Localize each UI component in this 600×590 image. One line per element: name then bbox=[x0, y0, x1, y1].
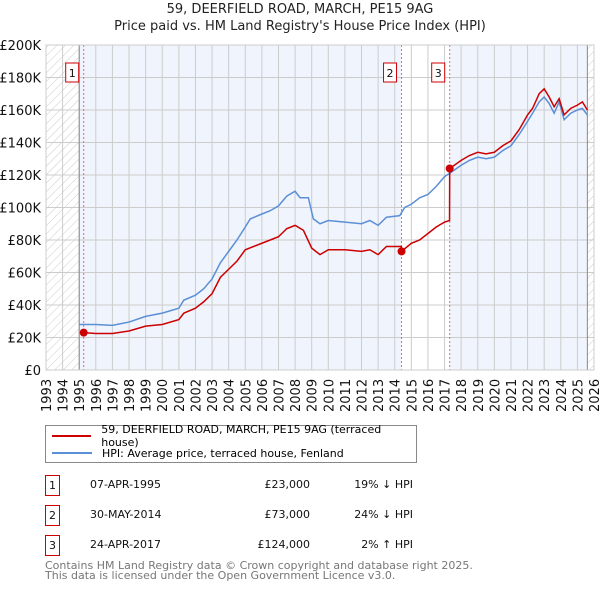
legend-label: 59, DEERFIELD ROAD, MARCH, PE15 9AG (ter… bbox=[101, 423, 382, 449]
date: 24-APR-2017 bbox=[90, 538, 162, 551]
price: £73,000 bbox=[264, 508, 311, 521]
y-tick-label: £40K bbox=[8, 299, 42, 314]
y-tick-label: £20K bbox=[8, 332, 42, 347]
y-tick-label: £160K bbox=[0, 104, 41, 119]
x-tick-label: 2005 bbox=[239, 379, 254, 412]
x-tick-label: 2023 bbox=[538, 379, 553, 412]
x-tick-label: 1995 bbox=[73, 379, 88, 412]
x-tick-label: 2003 bbox=[206, 379, 221, 412]
legend: 59, DEERFIELD ROAD, MARCH, PE15 9AG (ter… bbox=[45, 423, 417, 463]
legend-swatch bbox=[52, 452, 92, 454]
x-tick-label: 1998 bbox=[123, 379, 138, 412]
property-price-line bbox=[83, 87, 588, 335]
x-tick-label: 1993 bbox=[40, 379, 55, 412]
date: 07-APR-1995 bbox=[90, 478, 162, 491]
x-tick-label: 1994 bbox=[57, 379, 72, 412]
x-tick-label: 2017 bbox=[439, 379, 454, 412]
sale-label-box bbox=[431, 62, 446, 83]
x-tick-label: 2026 bbox=[588, 379, 600, 412]
sale-label: 2 bbox=[387, 67, 394, 80]
x-tick-label: 2022 bbox=[522, 379, 537, 412]
x-tick-label: 1997 bbox=[106, 379, 121, 412]
x-tick-label: 2018 bbox=[455, 379, 470, 412]
x-tick-label: 2006 bbox=[256, 379, 271, 412]
x-tick-label: 2010 bbox=[322, 379, 337, 412]
sale-label: 3 bbox=[435, 67, 442, 80]
marker-badge: 3 bbox=[45, 535, 60, 556]
marker-badge: 1 bbox=[45, 475, 60, 496]
price: £23,000 bbox=[264, 478, 311, 491]
y-tick-label: £60K bbox=[8, 267, 42, 282]
y-tick-label: £0 bbox=[24, 364, 41, 379]
x-tick-label: 2025 bbox=[571, 379, 586, 412]
sale-label-box bbox=[65, 62, 80, 83]
x-tick-label: 2007 bbox=[272, 379, 287, 412]
x-tick-label: 2013 bbox=[372, 379, 387, 412]
x-tick-label: 2000 bbox=[156, 379, 171, 412]
legend-item-hpi: HPI: Average price, terraced house, Fenl… bbox=[52, 445, 344, 461]
y-tick-label: £120K bbox=[0, 169, 41, 184]
legend-label: HPI: Average price, terraced house, Fenl… bbox=[102, 446, 344, 460]
transaction-row: 3 24-APR-2017 £124,000 2% ↑ HPI bbox=[45, 535, 445, 556]
x-tick-label: 1996 bbox=[90, 379, 105, 412]
y-tick-label: £100K bbox=[0, 202, 41, 217]
hpi-line bbox=[79, 95, 588, 327]
y-tick-label: £80K bbox=[8, 234, 42, 249]
y-tick-label: £200K bbox=[0, 39, 41, 54]
chart-subtitle: Price paid vs. HM Land Registry's House … bbox=[114, 19, 486, 34]
date: 30-MAY-2014 bbox=[90, 508, 162, 521]
hpi-diff: 19% ↓ HPI bbox=[354, 478, 413, 491]
sale-point bbox=[397, 247, 406, 256]
x-tick-label: 2024 bbox=[555, 379, 570, 412]
x-tick-label: 2001 bbox=[173, 379, 188, 412]
y-tick-label: £180K bbox=[0, 72, 41, 87]
price: £124,000 bbox=[257, 538, 311, 551]
x-tick-label: 2011 bbox=[339, 379, 354, 412]
chart-title: 59, DEERFIELD ROAD, MARCH, PE15 9AG bbox=[166, 2, 434, 17]
sale-point bbox=[79, 328, 88, 337]
x-tick-label: 2008 bbox=[289, 379, 304, 412]
plot-area: £0 £20K £40K £60K £80K £100K £120K £140K £160K £1… bbox=[0, 39, 600, 412]
plot-border bbox=[45, 44, 595, 371]
x-tick-label: 2016 bbox=[422, 379, 437, 412]
x-tick-label: 2020 bbox=[488, 379, 503, 412]
transaction-row: 1 07-APR-1995 £23,000 19% ↓ HPI bbox=[45, 475, 445, 496]
footer: Contains HM Land Registry data © Crown c… bbox=[45, 559, 473, 582]
x-tick-label: 2012 bbox=[356, 379, 371, 412]
y-tick-label: £140K bbox=[0, 137, 41, 152]
sale-label: 1 bbox=[69, 67, 76, 80]
x-tick-label: 2021 bbox=[505, 379, 520, 412]
sale-point bbox=[445, 164, 454, 173]
footer-line: This data is licensed under the Open Gov… bbox=[45, 569, 396, 582]
legend-swatch bbox=[52, 435, 92, 437]
transaction-row: 2 30-MAY-2014 £73,000 24% ↓ HPI bbox=[45, 505, 445, 526]
x-tick-label: 2015 bbox=[405, 379, 420, 412]
x-tick-label: 2002 bbox=[189, 379, 204, 412]
sale-label-box bbox=[383, 62, 398, 83]
hpi-diff: 24% ↓ HPI bbox=[354, 508, 413, 521]
x-tick-label: 1999 bbox=[140, 379, 155, 412]
x-tick-label: 2009 bbox=[306, 379, 321, 412]
marker-badge: 2 bbox=[45, 505, 60, 526]
x-tick-label: 2019 bbox=[472, 379, 487, 412]
footer-line: Contains HM Land Registry data © Crown c… bbox=[45, 559, 473, 572]
hpi-diff: 2% ↑ HPI bbox=[361, 538, 413, 551]
x-tick-label: 2014 bbox=[389, 379, 404, 412]
x-tick-label: 2004 bbox=[223, 379, 238, 412]
legend-item-property: 59, DEERFIELD ROAD, MARCH, PE15 9AG (ter… bbox=[52, 423, 416, 449]
